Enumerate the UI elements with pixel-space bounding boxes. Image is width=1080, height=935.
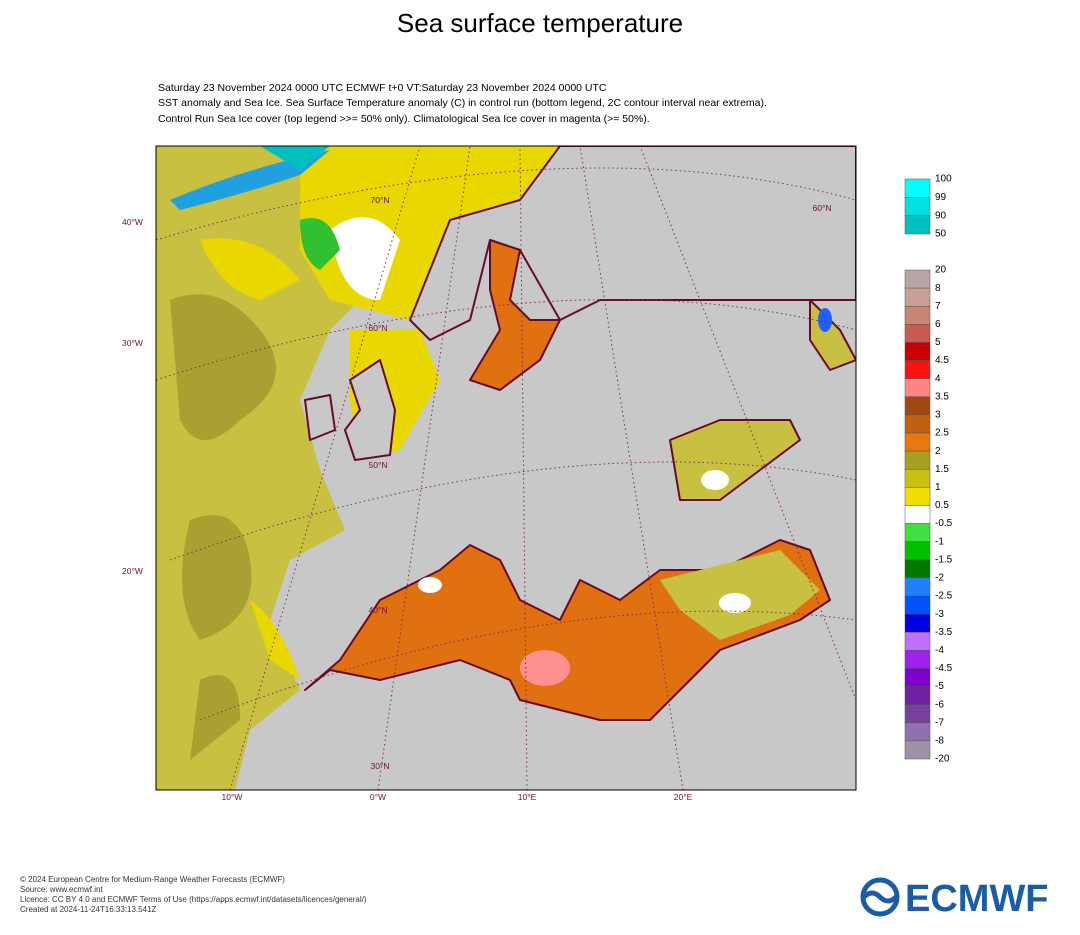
legend-label: 50	[935, 229, 947, 240]
legend-swatch	[904, 378, 931, 398]
legend-swatch	[904, 595, 931, 615]
legend-label: 20	[935, 265, 947, 276]
legend-label: 3.5	[935, 391, 949, 402]
legend-label: 7	[935, 301, 941, 312]
footer-line: Created at 2024-11-24T16:33:13.541Z	[20, 905, 157, 914]
legend-label: 90	[935, 210, 947, 221]
legend-swatch	[904, 613, 931, 633]
legend-label: -3	[935, 609, 944, 620]
legend-swatch	[904, 505, 931, 524]
lat-label: 50°N	[369, 460, 388, 470]
header-line: Saturday 23 November 2024 0000 UTC ECMWF…	[158, 82, 607, 94]
legend-label: 8	[935, 283, 941, 294]
legend-swatch	[904, 740, 931, 760]
legend-label: -2.5	[935, 591, 953, 602]
lon-label: 20°W	[122, 566, 143, 576]
legend-label: 0.5	[935, 500, 949, 511]
legend-label: -7	[935, 717, 944, 728]
logo-icon	[860, 877, 900, 917]
legend-label: 3	[935, 410, 941, 421]
lat-label: 30°N	[371, 761, 390, 771]
legend-swatch	[904, 414, 931, 434]
legend-swatch	[904, 541, 931, 561]
lat-label: 70°N	[371, 195, 390, 205]
legend-swatch	[904, 269, 931, 289]
legend-label: 2	[935, 446, 941, 457]
lon-label: 30°W	[122, 338, 143, 348]
legend-swatch	[904, 450, 931, 470]
legend-swatch	[904, 178, 931, 198]
legend-swatch	[904, 668, 931, 687]
legend-label: -8	[935, 736, 944, 747]
legend-swatch	[904, 342, 931, 361]
legend-label: 5	[935, 337, 941, 348]
logo-text: ECMWF	[905, 878, 1049, 920]
map	[156, 146, 856, 790]
legend-swatch	[904, 324, 931, 343]
legend-swatch	[904, 215, 931, 235]
footer-line: Source: www.ecmwf.int	[20, 885, 103, 894]
legend-label: 4	[935, 373, 941, 384]
legend-swatch	[904, 305, 931, 325]
header-line: Control Run Sea Ice cover (top legend >>…	[158, 113, 650, 125]
legend-label: -1.5	[935, 554, 953, 565]
legend-label: 1.5	[935, 464, 949, 475]
legend-label: -20	[935, 754, 950, 765]
header-line: SST anomaly and Sea Ice. Sea Surface Tem…	[158, 97, 767, 109]
legend-label: -4.5	[935, 663, 953, 674]
legend-swatch	[904, 686, 931, 705]
legend-swatch	[904, 722, 931, 742]
map-frame	[155, 145, 857, 791]
legend-swatch	[904, 432, 931, 452]
legend-swatch	[904, 396, 931, 416]
lon-label: 40°W	[122, 217, 143, 227]
legend-swatch	[904, 559, 931, 579]
legend-swatch	[904, 287, 931, 307]
legend-label: 99	[935, 192, 947, 203]
legend-label: -1	[935, 536, 944, 547]
legend-swatch	[904, 468, 931, 488]
legend-swatch	[904, 197, 931, 216]
legend-label: -2	[935, 573, 944, 584]
lat-label: 60°N	[369, 323, 388, 333]
legend-swatch	[904, 650, 931, 669]
footer-line: © 2024 European Centre for Medium-Range …	[20, 875, 285, 884]
legend-label: 2.5	[935, 428, 949, 439]
legend-label: -6	[935, 699, 944, 710]
title: Sea surface temperature	[397, 8, 683, 38]
lon-label: 10°E	[518, 792, 537, 802]
legend-swatch	[904, 631, 931, 651]
legend-swatch	[904, 704, 931, 724]
legend-label: 100	[935, 174, 952, 185]
legend-label: -0.5	[935, 518, 953, 529]
lat-label: 40°N	[369, 605, 388, 615]
lon-label: 20°E	[674, 792, 693, 802]
legend-swatch	[904, 523, 931, 542]
legend-swatch	[904, 577, 931, 597]
legend-label: 4.5	[935, 355, 949, 366]
legend-label: -4	[935, 645, 944, 656]
lon-label: 0°W	[370, 792, 386, 802]
legend-swatch	[904, 360, 931, 379]
legend-label: -3.5	[935, 627, 953, 638]
legend-label: -5	[935, 681, 944, 692]
footer-line: Licence: CC BY 4.0 and ECMWF Terms of Us…	[20, 895, 367, 904]
legends: 100 99 90 50 20 8 7 6 5 4.5 4 3.5 3 2.5 2 1.5 1 0.5 -0.5 -1…	[904, 174, 953, 765]
legend-label: 1	[935, 482, 941, 493]
lat-label: 60°N	[813, 203, 832, 213]
lon-label: 10°W	[222, 792, 243, 802]
legend-swatch	[904, 487, 931, 506]
legend-label: 6	[935, 319, 941, 330]
